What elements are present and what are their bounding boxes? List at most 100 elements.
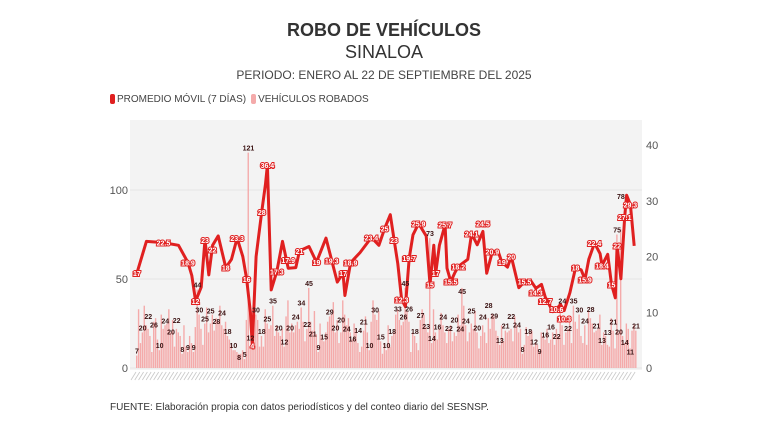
bar — [591, 323, 594, 368]
x-axis-tick-label — [474, 371, 481, 381]
x-axis-tick-label — [527, 371, 534, 381]
x-axis-tick-label — [297, 371, 303, 381]
bar-label: 20 — [615, 329, 623, 336]
x-axis-tick-label — [561, 371, 568, 381]
bar — [219, 305, 221, 368]
bar — [491, 314, 493, 368]
x-axis-tick-label — [338, 371, 345, 381]
bar — [315, 334, 317, 368]
bar — [372, 300, 374, 368]
bar — [236, 351, 238, 368]
x-axis-tick-label — [361, 371, 367, 381]
bar — [457, 314, 459, 368]
moving-average-label: 27.1 — [618, 215, 632, 222]
bar — [536, 344, 539, 368]
bar-label: 22 — [553, 334, 561, 341]
bar — [177, 332, 179, 368]
bar-label: 26 — [405, 307, 413, 314]
moving-average-label: 12 — [192, 299, 200, 306]
bar — [217, 321, 219, 368]
bar — [173, 346, 176, 368]
bar — [599, 314, 601, 368]
x-axis-tick-label — [183, 371, 190, 381]
bar — [578, 314, 580, 368]
bar — [400, 325, 403, 368]
x-axis-tick-label — [293, 371, 299, 381]
bar — [568, 318, 571, 368]
x-axis-tick-label — [312, 371, 318, 381]
bar — [493, 316, 495, 368]
bar-label: 28 — [212, 319, 220, 326]
bar — [618, 332, 620, 368]
bar — [461, 287, 463, 368]
bar — [230, 344, 232, 368]
bar-label: 45 — [305, 281, 313, 288]
bar — [332, 302, 335, 368]
x-axis-tick-label — [372, 371, 379, 381]
bar-label: 45 — [402, 281, 410, 288]
x-axis-tick-label — [436, 371, 443, 381]
bar — [406, 311, 408, 368]
moving-average-label: 18.2 — [452, 265, 466, 272]
bar — [283, 346, 285, 368]
bar — [294, 325, 297, 368]
bar-label: 22 — [507, 314, 515, 321]
moving-average-label: 17 — [339, 271, 347, 278]
bar-label: 24 — [462, 318, 470, 325]
bar — [417, 350, 420, 368]
x-axis-tick-label — [588, 371, 594, 381]
bar — [396, 309, 399, 368]
x-axis-tick-label — [376, 371, 383, 381]
x-axis-tick-label — [278, 371, 284, 381]
x-axis-tick-label — [300, 371, 307, 381]
x-axis-tick-label — [149, 371, 156, 381]
bar — [506, 332, 508, 368]
x-axis-tick-label — [349, 371, 356, 381]
bar — [238, 353, 240, 368]
x-axis-tick-label — [191, 371, 197, 381]
moving-average-label: 25.9 — [412, 222, 426, 229]
bar — [510, 328, 512, 368]
bar — [256, 319, 259, 368]
bar — [211, 314, 214, 368]
x-axis-tick-label — [501, 371, 507, 381]
bar — [582, 343, 584, 368]
bar — [164, 325, 166, 368]
moving-average-label: 23 — [201, 238, 209, 245]
bar — [345, 325, 348, 368]
bar-label: 30 — [371, 308, 379, 315]
moving-average-label: 18 — [572, 266, 580, 273]
x-axis-tick-label — [565, 371, 572, 381]
x-axis-tick-label — [346, 371, 352, 381]
bar-label: 21 — [592, 324, 600, 331]
bar — [631, 330, 633, 368]
bar — [209, 323, 212, 368]
bar — [480, 335, 482, 368]
x-axis-tick-label — [406, 371, 413, 381]
bar-label: 18 — [524, 329, 532, 336]
bar-label: 13 — [598, 338, 606, 345]
bar — [183, 325, 185, 368]
bar — [202, 344, 204, 368]
bar — [298, 328, 300, 368]
bar — [483, 332, 486, 368]
x-axis-tick-label — [504, 371, 511, 381]
bar — [347, 318, 350, 368]
bar-label: 24 — [558, 298, 566, 305]
bar — [328, 316, 331, 368]
x-axis-tick-label — [153, 371, 160, 381]
bar — [423, 314, 425, 368]
bar — [570, 343, 573, 368]
bar — [185, 346, 187, 368]
bar-label: 15 — [377, 334, 385, 341]
x-axis-tick-label — [459, 371, 466, 381]
bar — [593, 332, 595, 368]
moving-average-label: 23.4 — [365, 236, 379, 243]
x-axis-tick-label — [315, 371, 322, 381]
bar — [508, 330, 510, 368]
x-axis-tick-label — [391, 371, 398, 381]
bar — [589, 318, 592, 368]
bar — [188, 335, 191, 368]
moving-average-label: 18.4 — [595, 263, 609, 270]
bar — [279, 335, 282, 368]
